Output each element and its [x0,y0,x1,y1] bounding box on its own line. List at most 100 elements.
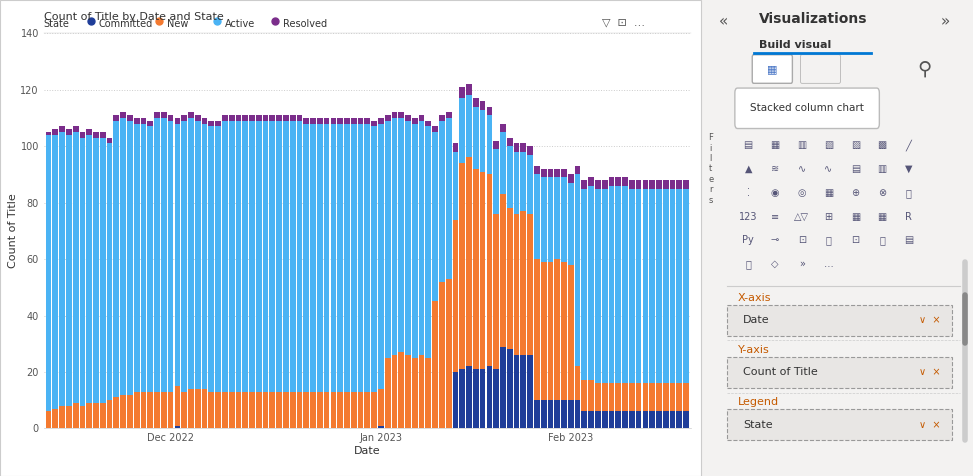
Bar [575,400,581,428]
Bar [181,392,187,428]
Bar [66,406,72,428]
Bar [263,115,269,121]
Bar [589,411,594,428]
Bar [297,121,303,392]
FancyBboxPatch shape [752,55,792,83]
Bar [270,121,275,392]
Bar [161,112,166,118]
Text: ⊕: ⊕ [851,188,859,198]
Bar [656,383,662,411]
Bar [147,392,153,428]
Bar [107,138,113,143]
Text: Stacked column chart: Stacked column chart [750,103,864,113]
Bar [229,121,234,392]
Bar [493,140,499,149]
Bar [188,118,194,389]
FancyBboxPatch shape [727,409,952,440]
Text: ∿: ∿ [824,164,833,174]
Bar [507,349,513,428]
Bar [242,392,248,428]
Bar [663,180,668,188]
Bar [73,132,79,403]
Bar [290,392,296,428]
Bar [534,166,540,174]
Bar [500,347,506,428]
Bar [80,406,86,428]
Bar [521,143,526,152]
Bar [486,174,492,367]
Bar [669,411,675,428]
Bar [514,355,520,428]
Bar [167,115,173,121]
Bar [432,127,438,132]
Bar [141,392,146,428]
Bar [161,392,166,428]
Bar [208,127,214,392]
Bar [391,118,397,355]
Bar [622,177,628,186]
Bar [629,180,634,188]
Text: 🏆: 🏆 [879,235,885,246]
Bar [676,411,682,428]
Text: ▽  ⊡  …: ▽ ⊡ … [601,18,644,28]
Bar [568,174,574,183]
Bar [582,411,588,428]
Bar [59,127,65,132]
Bar [500,124,506,132]
Text: Count of Title: Count of Title [743,367,817,377]
Bar [473,369,479,428]
Bar [201,124,207,389]
Bar [446,112,451,118]
Bar [331,392,337,428]
Bar [405,355,411,428]
Bar [527,155,533,214]
Bar [324,392,330,428]
Bar [555,169,560,177]
Bar [683,383,689,411]
Text: ⊡: ⊡ [851,235,859,246]
Bar [338,118,343,124]
Text: Py: Py [742,235,754,246]
Text: ▥: ▥ [797,140,807,150]
Bar [215,392,221,428]
Bar [541,177,547,262]
Bar [642,383,648,411]
Text: ⊡: ⊡ [798,235,806,246]
Bar [493,214,499,369]
Text: 📍: 📍 [745,259,751,269]
Bar [208,392,214,428]
Bar [195,121,200,389]
Bar [405,121,411,355]
Bar [222,392,228,428]
Text: 123: 123 [739,211,758,222]
Bar [452,152,458,219]
Bar [466,367,472,428]
Bar [480,172,486,369]
Bar [317,118,323,124]
Bar [493,369,499,428]
Bar [93,138,99,403]
Text: Committed: Committed [99,20,153,30]
Bar [473,107,479,169]
Bar [602,188,607,383]
Bar [59,132,65,406]
Bar [167,392,173,428]
Bar [73,127,79,132]
Bar [114,115,120,121]
Bar [229,392,234,428]
Bar [93,403,99,428]
Bar [100,138,106,403]
Bar [615,177,621,186]
Bar [595,383,600,411]
Bar [521,211,526,355]
Bar [174,124,180,386]
Bar [466,95,472,158]
Bar [663,383,668,411]
Bar [622,186,628,383]
Bar [127,395,132,428]
Bar [486,107,492,115]
Bar [297,392,303,428]
Text: …: … [823,259,834,269]
FancyBboxPatch shape [727,305,952,336]
Bar [635,180,641,188]
